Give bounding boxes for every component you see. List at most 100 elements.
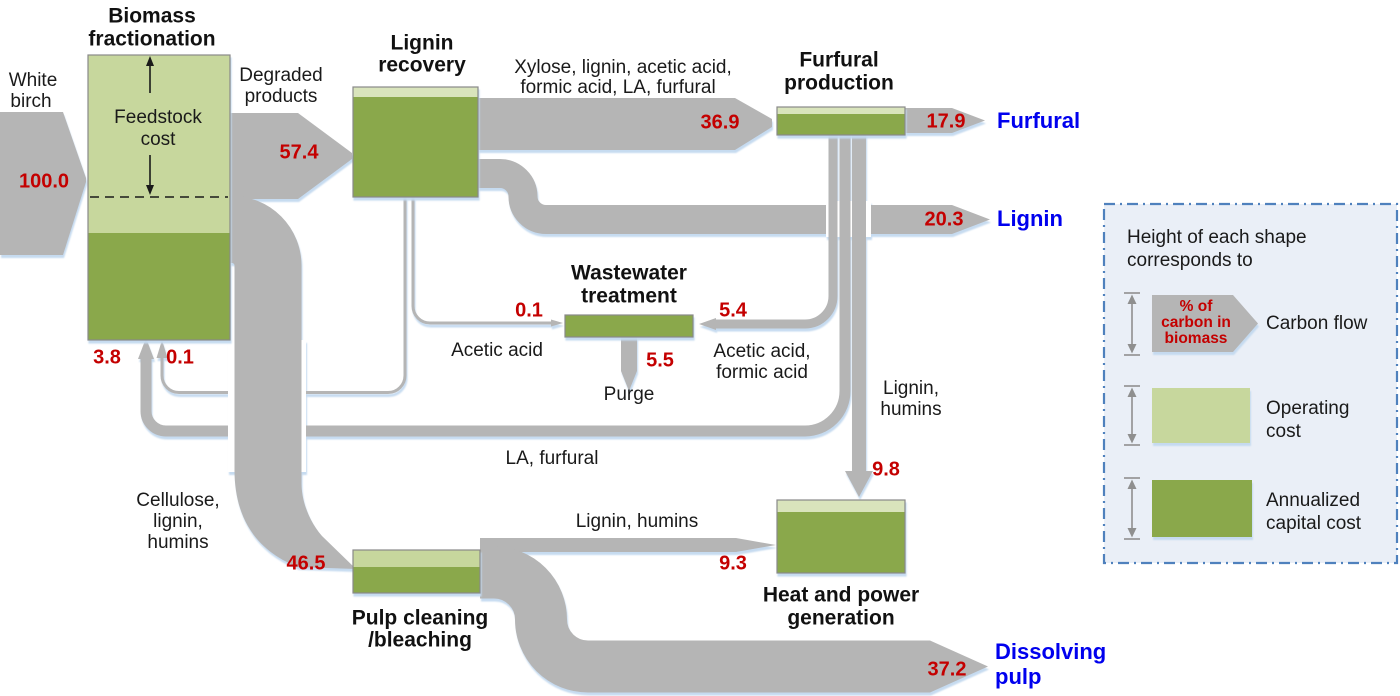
la-furfural-value: 3.8 — [93, 346, 121, 368]
legend-shapes — [1152, 295, 1258, 537]
flow-white-birch-arrow — [0, 112, 86, 255]
white-birch-value: 100.0 — [19, 170, 69, 192]
pulp-cleaning-box — [352, 549, 481, 594]
legend-arrow-text3: biomass — [1165, 330, 1228, 347]
wastewater-treatment-box — [564, 314, 694, 338]
legend-item-carbon-flow: Carbon flow — [1266, 313, 1368, 334]
cellulose-value: 46.5 — [287, 552, 326, 574]
cellulose-label-line1: Cellulose, — [136, 490, 219, 511]
lignin-recovery-capital-cost-area — [353, 97, 478, 197]
legend-item-operating-line1: Operating — [1266, 398, 1349, 419]
flow-acetic-formic-arrowhead — [699, 318, 716, 330]
flow-lignin-product-band — [478, 159, 952, 234]
lignin-product-value: 20.3 — [925, 208, 964, 230]
lignin-humins-down-value: 9.8 — [872, 458, 900, 480]
furfural-product-value: 17.9 — [927, 110, 966, 132]
lignin-recovery-title-line1: Lignin — [391, 32, 454, 55]
pulp-cleaning-title-line2: /bleaching — [368, 629, 472, 652]
legend-carbon-flow-arrow-icon — [1152, 295, 1258, 352]
legend-arrow-text2: carbon in — [1161, 314, 1231, 331]
flow-dissolving-pulp-arrowhead — [930, 640, 988, 693]
height-arrow-down-icon — [1127, 528, 1137, 538]
flow-layer — [0, 98, 990, 693]
xylose-label-line2: formic acid, LA, furfural — [520, 77, 715, 98]
pulp-cleaning-capital-cost-area — [353, 567, 480, 593]
lignin-recovery-title-line2: recovery — [378, 54, 466, 77]
dissolving-pulp-label-line1: Dissolving — [995, 639, 1106, 664]
dissolving-pulp-value: 37.2 — [928, 658, 967, 680]
heat-power-box — [776, 499, 906, 574]
flow-cellulose-band — [229, 196, 302, 470]
flow-degraded-arrowhead — [298, 113, 352, 199]
biomass-annotations — [90, 56, 228, 198]
acetic-formic-label-line1: Acetic acid, — [713, 341, 810, 362]
legend: Height of each shape corresponds to % of… — [1102, 202, 1399, 565]
feedstock-cost-line2: cost — [141, 129, 177, 150]
acetic-acid-value: 0.1 — [515, 299, 543, 321]
legend-height-arrows — [1124, 292, 1140, 540]
white-birch-label-line2: birch — [10, 91, 51, 112]
recycle-small-value: 0.1 — [166, 346, 194, 368]
purge-value: 5.5 — [646, 349, 674, 371]
purge-label: Purge — [604, 384, 655, 405]
legend-capital-cost-swatch — [1152, 480, 1252, 537]
height-arrow-down-icon — [1127, 434, 1137, 444]
degraded-products-value: 57.4 — [280, 141, 320, 163]
flow-dissolving-pulp-band — [480, 546, 930, 693]
legend-title-line1: Height of each shape — [1127, 227, 1307, 248]
la-furfural-label: LA, furfural — [506, 448, 599, 469]
pulp-cleaning-operating-cost-area — [353, 550, 480, 567]
height-arrow-up-icon — [1127, 479, 1137, 489]
xylose-value: 36.9 — [701, 111, 740, 133]
dissolving-pulp-label-line2: pulp — [995, 664, 1041, 689]
flow-purge-arrowhead — [621, 371, 637, 391]
heat-power-title-line2: generation — [787, 607, 894, 630]
heat-power-title-line1: Heat and power — [763, 584, 919, 607]
flow-lignin-humins-heat-arrowhead — [736, 538, 776, 552]
acetic-acid-label: Acetic acid — [451, 340, 543, 361]
biomass-title-line1: Biomass — [108, 5, 196, 28]
cellulose-label-line2: lignin, — [153, 511, 203, 532]
legend-item-capital-line1: Annualized — [1266, 490, 1360, 511]
flow-furfural-product-arrowhead — [952, 108, 985, 133]
flow-acetic-acid-arrowhead — [551, 319, 563, 327]
flow-xylose-arrowhead — [735, 98, 772, 150]
acetic-formic-label-line2: formic acid — [716, 362, 808, 383]
flow-lignin-product-arrowhead — [952, 205, 990, 234]
feedstock-cost-line1: Feedstock — [114, 107, 202, 128]
pulp-cleaning-title-line1: Pulp cleaning — [352, 607, 489, 630]
legend-item-capital-line2: capital cost — [1266, 513, 1362, 534]
feedstock-arrow-up-icon — [146, 56, 154, 66]
wastewater-title-line2: treatment — [581, 285, 677, 308]
lignin-recovery-operating-cost-area — [353, 87, 478, 97]
degraded-products-label-line1: Degraded — [239, 65, 322, 86]
biomass-title-line2: fractionation — [88, 28, 215, 51]
white-birch-label-line1: White — [9, 70, 58, 91]
height-arrow-up-icon — [1127, 387, 1137, 397]
lignin-humins-down-label-line1: Lignin, — [883, 378, 939, 399]
furfural-production-capital-cost-area — [777, 114, 905, 135]
flow-lignin-humins-down-arrowhead — [845, 471, 873, 497]
wastewater-title-line1: Wastewater — [571, 262, 687, 285]
flow-cellulose-bend-arrowhead — [234, 470, 356, 569]
lignin-humins-down-label-line2: humins — [880, 399, 941, 420]
cellulose-label-line3: humins — [147, 532, 208, 553]
lignin-product-label: Lignin — [997, 206, 1063, 231]
wastewater-treatment-box-fill — [565, 315, 693, 337]
node-layer — [87, 54, 906, 594]
biomass-box — [87, 54, 231, 341]
height-arrow-down-icon — [1127, 344, 1137, 354]
legend-item-operating-line2: cost — [1266, 421, 1302, 442]
furfural-product-label: Furfural — [997, 108, 1080, 133]
flow-acetic-formic-band — [716, 133, 838, 329]
legend-arrow-text1: % of — [1180, 298, 1214, 315]
flow-acetic-acid-line — [411, 197, 551, 325]
xylose-label-line1: Xylose, lignin, acetic acid, — [514, 57, 732, 78]
lignin-recovery-box — [352, 86, 479, 198]
lignin-humins-heat-label: Lignin, humins — [576, 511, 699, 532]
legend-operating-cost-swatch — [1152, 388, 1250, 443]
label-layer: Biomass fractionation Feedstock cost Lig… — [9, 5, 1107, 689]
feedstock-arrow-down-icon — [146, 185, 154, 195]
height-arrow-up-icon — [1127, 294, 1137, 304]
legend-title-line2: corresponds to — [1127, 250, 1253, 271]
